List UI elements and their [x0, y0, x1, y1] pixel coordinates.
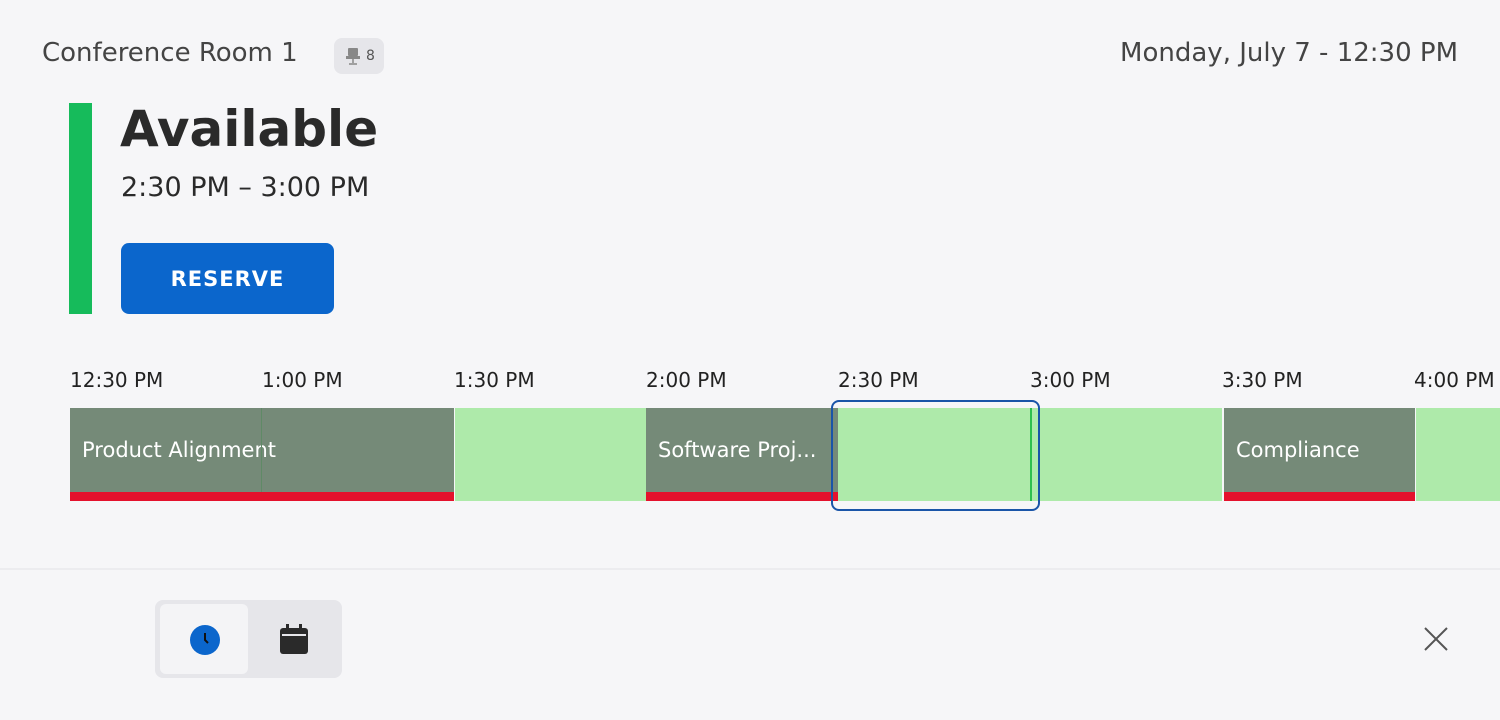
- event[interactable]: Product Alignment: [70, 408, 454, 501]
- status-label: Available: [120, 100, 379, 158]
- time-label: 1:30 PM: [454, 368, 535, 392]
- time-label: 3:00 PM: [1030, 368, 1111, 392]
- time-label: 3:30 PM: [1222, 368, 1303, 392]
- reserve-button[interactable]: RESERVE: [121, 243, 334, 314]
- status-bar: [69, 103, 92, 314]
- chair-icon: [346, 48, 361, 65]
- selected-slot: [831, 400, 1040, 511]
- time-label: 2:00 PM: [646, 368, 727, 392]
- clock-icon: [190, 625, 220, 655]
- event-title: Product Alignment: [82, 438, 277, 462]
- room-name: Conference Room 1: [42, 38, 298, 68]
- free-slot[interactable]: [1416, 408, 1500, 501]
- event[interactable]: Software Proj...: [646, 408, 838, 501]
- current-time-line: [1030, 408, 1032, 501]
- calendar-view-button[interactable]: [278, 622, 310, 656]
- free-slot[interactable]: [455, 408, 646, 501]
- event-title: Compliance: [1236, 438, 1360, 462]
- capacity: 8: [366, 48, 375, 64]
- close-button[interactable]: [1423, 626, 1449, 652]
- event-title: Software Proj...: [658, 438, 817, 462]
- datetime: Monday, July 7 - 12:30 PM: [1120, 38, 1458, 68]
- slot-divider: [261, 408, 262, 492]
- time-label: 2:30 PM: [838, 368, 919, 392]
- time-label: 1:00 PM: [262, 368, 343, 392]
- time-range: 2:30 PM – 3:00 PM: [121, 172, 370, 203]
- event[interactable]: Compliance: [1224, 408, 1415, 501]
- capacity-badge: 8: [334, 38, 384, 74]
- time-label: 12:30 PM: [70, 368, 164, 392]
- time-label: 4:00 PM: [1414, 368, 1495, 392]
